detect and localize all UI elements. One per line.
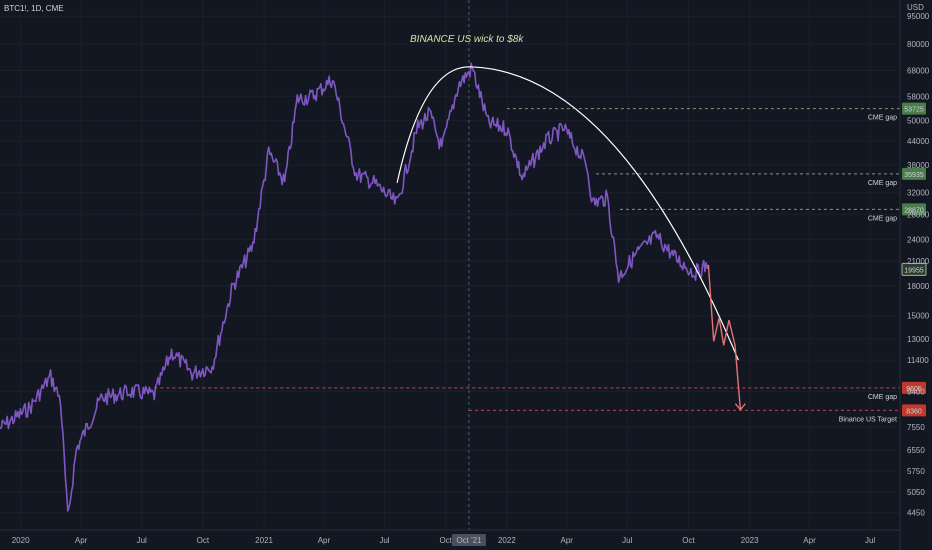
y-tick-label: 5750 [907, 467, 925, 476]
y-tick-label: 80000 [907, 40, 930, 49]
x-tick-label: Jul [865, 536, 875, 545]
level-price-text: 53725 [904, 107, 924, 114]
y-tick-label: 4450 [907, 509, 925, 518]
level-label: Binance US Target [839, 416, 897, 423]
level-price-box [902, 404, 926, 417]
y-tick-label: 7550 [907, 423, 925, 432]
projection-path [707, 264, 742, 410]
symbol-label: BTC1!, 1D, CME [4, 4, 64, 13]
level-price-box [902, 203, 926, 216]
level-label: CME gap [868, 394, 897, 401]
currency-label: USD [907, 3, 924, 12]
projection-layer [707, 264, 746, 411]
level-price-box [902, 381, 926, 394]
projection-arrowhead [734, 403, 746, 411]
trend-arc-layer [396, 66, 739, 361]
x-tick-label: Apr [803, 536, 816, 545]
x-tick-label: 2021 [255, 536, 273, 545]
x-tick-label: Apr [75, 536, 88, 545]
y-tick-label: 21000 [907, 257, 930, 266]
level-label: CME gap [868, 115, 897, 122]
x-tick-label: Apr [318, 536, 331, 545]
chart-title: BINANCE US wick to $8k [410, 34, 524, 45]
y-tick-label: 9400 [907, 387, 925, 396]
y-tick-label: 58000 [907, 92, 930, 101]
y-tick-label: 44000 [907, 137, 930, 146]
x-tick-label: Oct [197, 536, 210, 545]
y-tick-label: 6550 [907, 446, 925, 455]
trend-arc [396, 66, 739, 361]
y-tick-label: 50000 [907, 116, 930, 125]
grid-layer [0, 0, 900, 530]
y-tick-label: 18000 [907, 282, 930, 291]
price-line [0, 62, 710, 512]
current-price-text: 19955 [904, 267, 924, 274]
y-tick-label: 68000 [907, 66, 930, 75]
level-price-text: 9605 [906, 386, 922, 393]
level-layer: 53725 CME gap 35935 CME gap 28870 CME gap 9605… [154, 102, 927, 423]
x-tick-label: Oct [439, 536, 452, 545]
price-layer [0, 62, 710, 512]
x-tick-label: 2022 [498, 536, 516, 545]
x-tick-label: Jul [379, 536, 389, 545]
y-tick-label: 13000 [907, 335, 930, 344]
y-tick-label: 95000 [907, 12, 930, 21]
y-tick-label: 38000 [907, 161, 930, 170]
level-price-text: 8360 [906, 408, 922, 415]
crosshair-date-box [451, 534, 486, 546]
y-tick-label: 11400 [907, 356, 929, 365]
level-label: CME gap [868, 180, 897, 187]
x-tick-label: 2020 [12, 536, 30, 545]
current-price-box [901, 262, 927, 276]
level-price-text: 28870 [904, 207, 924, 214]
y-tick-label: 28000 [907, 210, 930, 219]
level-price-text: 35935 [904, 172, 924, 179]
y-tick-label: 5050 [907, 488, 925, 497]
level-label: CME gap [868, 215, 897, 222]
y-tick-label: 32000 [907, 189, 930, 198]
x-tick-label: Jul [622, 536, 632, 545]
x-tick-label: 2023 [741, 536, 759, 545]
level-price-box [902, 102, 926, 115]
level-price-box [902, 167, 926, 180]
x-tick-label: Oct [682, 536, 695, 545]
x-tick-label: Apr [561, 536, 574, 545]
y-tick-label: 24000 [907, 235, 930, 244]
y-tick-label: 15000 [907, 312, 930, 321]
x-tick-label: Jul [137, 536, 147, 545]
crosshair-date-label: Oct '21 [456, 536, 482, 545]
